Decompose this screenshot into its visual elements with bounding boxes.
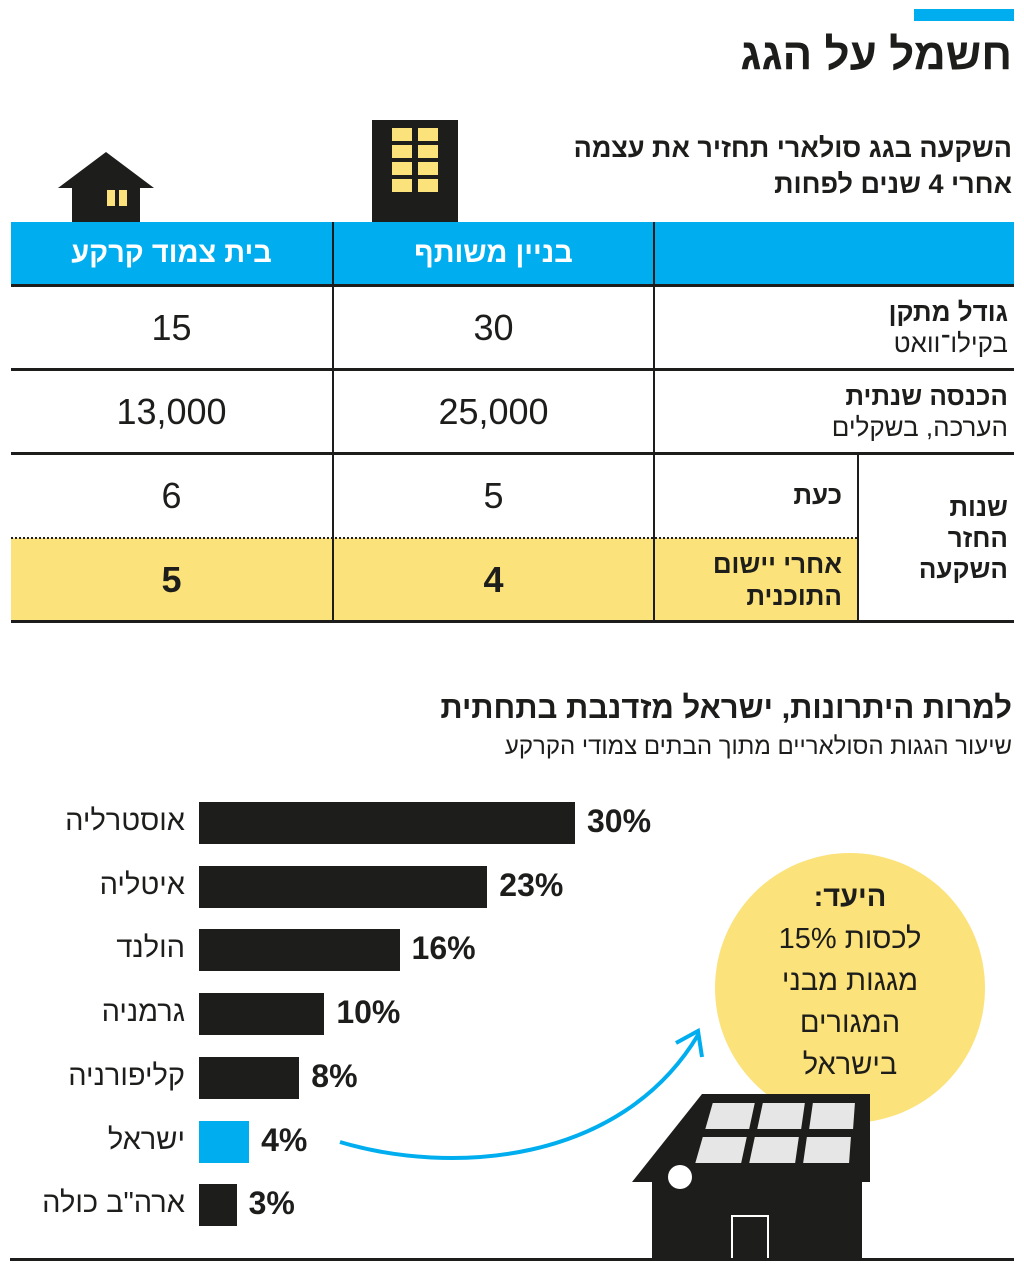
bar-category-label: גרמניה: [101, 996, 185, 1029]
bar-value-label: 10%: [336, 994, 401, 1031]
arrow-icon: [339, 1027, 704, 1160]
row-label-income-title: הכנסה שנתית: [845, 381, 1008, 411]
bar: [199, 993, 325, 1036]
cell-now-house: 6: [161, 475, 182, 516]
table-rule: [11, 452, 1014, 455]
bar-value-label: 30%: [587, 803, 652, 839]
cell-now-building: 5: [483, 475, 504, 516]
row-label-size: גודל מתקן בקילו־וואט: [889, 296, 1008, 358]
row-label-income: הכנסה שנתית הערכה, בשקלים: [832, 380, 1008, 442]
row-label-after: אחרי יישום התוכנית: [713, 548, 842, 612]
chart-title: למרות היתרונות, ישראל מזדנבת בתחתית: [440, 690, 1012, 725]
bar-category-label: אוסטרליה: [65, 805, 185, 837]
after-label-line-1: אחרי יישום: [712, 549, 842, 579]
bar: [199, 1184, 237, 1227]
bar-category-label: הולנד: [116, 932, 185, 965]
row-group-label-payback: שנות החזר השקעה: [868, 492, 1008, 585]
row-label-size-unit: בקילו־וואט: [893, 328, 1008, 358]
row-label-income-unit: הערכה, בשקלים: [831, 412, 1008, 442]
accent-bar: [914, 9, 1014, 21]
after-label-line-2: התוכנית: [746, 581, 842, 611]
table-divider: [653, 222, 655, 622]
table-rule: [11, 620, 1014, 623]
column-header-building: בניין משותף: [334, 222, 653, 284]
table-divider: [332, 222, 334, 622]
column-header-empty: [655, 222, 1014, 284]
cell-after-building: 4: [483, 559, 504, 600]
bar: [199, 802, 575, 844]
goal-title: היעד:: [813, 881, 887, 913]
cell-income-building: 25,000: [438, 390, 549, 432]
chart-subtitle: שיעור הגגות הסולאריים מתוך הבתים צמודי ה…: [504, 733, 1012, 760]
payback-label-line-3: השקעה: [918, 554, 1008, 584]
table-rule: [11, 284, 1014, 287]
goal-line-1: לכסות 15%: [778, 923, 922, 955]
bar: [199, 1056, 300, 1099]
bar-category-label: איטליה: [99, 868, 185, 901]
row-label-size-title: גודל מתקן: [888, 297, 1008, 327]
cell-size-building: 30: [473, 306, 514, 348]
cell-income-house: 13,000: [116, 390, 227, 432]
cell-size-house: 15: [151, 306, 192, 348]
bar: [199, 1120, 250, 1163]
table-rule-dotted: [11, 537, 857, 541]
highlight-row-background: [11, 538, 857, 621]
bar-value-label: 3%: [248, 1185, 295, 1222]
page-title: חשמל על הגג: [740, 30, 1012, 79]
goal-text: היעד: לכסות 15% מגגות מבני המגורים בישרא…: [715, 876, 985, 1086]
bottom-rule: [10, 1258, 1014, 1261]
table-subtitle: השקעה בגג סולארי תחזיר את עצמה אחרי 4 שנ…: [574, 130, 1012, 202]
bar-category-label: ישראל: [107, 1123, 185, 1156]
bar-category-label: קליפורניה: [68, 1059, 185, 1092]
bar: [199, 865, 488, 908]
row-label-now: כעת: [793, 480, 842, 510]
solar-house-icon: [632, 1094, 870, 1260]
bar: [199, 929, 400, 972]
table-divider: [857, 452, 859, 622]
goal-circle: [715, 853, 985, 1123]
bar-value-label: 8%: [311, 1057, 358, 1094]
payback-label-line-2: החזר: [947, 523, 1008, 553]
goal-line-2: מגגות מבני: [781, 965, 919, 997]
apartment-building-icon: [372, 120, 458, 222]
house-icon: [58, 152, 154, 222]
bar-value-label: 16%: [411, 930, 476, 967]
subtitle-line-2: אחרי 4 שנים לפחות: [774, 169, 1012, 199]
bar-category-label: ארה"ב כולה: [42, 1187, 185, 1220]
payback-label-line-1: שנות: [949, 492, 1008, 522]
table-rule: [11, 368, 1014, 371]
subtitle-line-1: השקעה בגג סולארי תחזיר את עצמה: [573, 133, 1012, 163]
cell-after-house: 5: [161, 559, 182, 600]
bar-value-label: 4%: [261, 1121, 308, 1158]
goal-line-3: המגורים: [799, 1007, 901, 1039]
bar-value-label: 23%: [499, 866, 564, 903]
column-header-house: בית צמוד קרקע: [11, 222, 332, 284]
goal-line-4: בישראל: [802, 1049, 898, 1081]
